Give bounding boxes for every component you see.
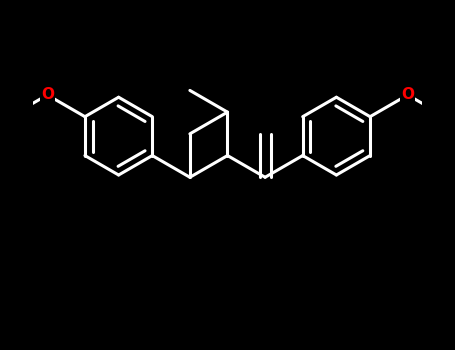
Text: O: O	[41, 88, 54, 103]
Text: O: O	[401, 88, 414, 103]
